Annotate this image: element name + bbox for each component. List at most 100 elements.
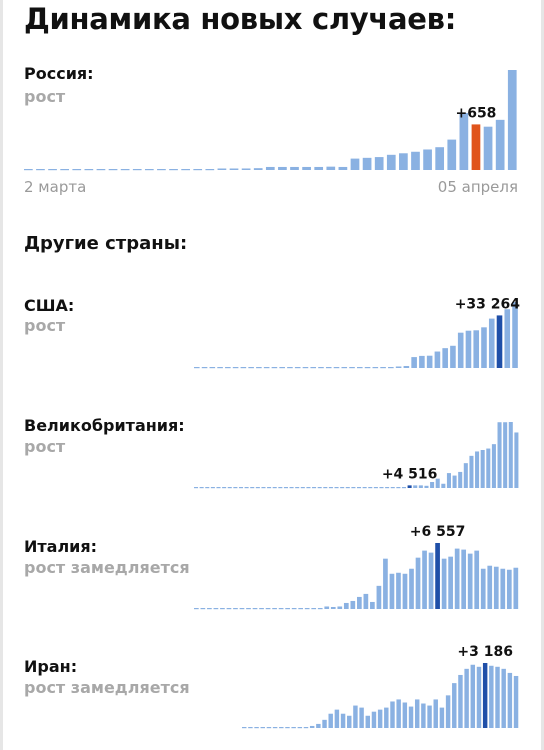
country-label-iran: Иран: xyxy=(24,657,78,676)
bar-iran xyxy=(421,703,426,728)
right-edge xyxy=(541,0,544,750)
annotation-russia: +658 xyxy=(455,105,496,121)
bar-uk xyxy=(413,485,418,488)
baseline-segment-uk xyxy=(210,487,215,489)
baseline-segment-uk xyxy=(357,487,362,489)
baseline-segment-uk xyxy=(227,487,232,489)
bar-usa xyxy=(512,302,518,368)
baseline-segment-uk xyxy=(379,487,384,489)
baseline-segment-usa xyxy=(357,367,363,369)
baseline-segment-usa xyxy=(310,367,317,369)
baseline-segment-italy xyxy=(246,608,251,610)
baseline-segment-uk xyxy=(385,487,390,489)
baseline-segment-usa xyxy=(325,367,332,369)
chart-italy: +6 557 xyxy=(194,524,519,610)
bar-iran xyxy=(513,675,519,728)
bar-italy xyxy=(513,567,519,609)
baseline-segment-russia xyxy=(60,169,70,171)
bar-usa xyxy=(442,348,448,368)
baseline-segment-uk xyxy=(255,487,260,489)
baseline-segment-iran xyxy=(266,727,272,729)
bar-iran xyxy=(396,699,401,728)
baseline-segment-uk xyxy=(278,487,283,489)
baseline-segment-usa xyxy=(287,367,293,369)
bar-uk xyxy=(491,444,496,488)
bar-italy xyxy=(396,572,401,609)
baseline-segment-usa xyxy=(294,367,301,369)
bar-uk xyxy=(503,422,508,488)
bar-russia xyxy=(507,70,517,170)
chart-usa: +33 264 xyxy=(194,296,521,369)
baseline-segment-uk xyxy=(194,487,199,489)
bar-russia xyxy=(447,139,457,170)
baseline-segment-usa xyxy=(225,367,231,369)
baseline-segment-russia xyxy=(24,169,33,171)
bar-russia xyxy=(495,119,505,170)
baseline-segment-russia xyxy=(120,169,130,171)
baseline-segment-uk xyxy=(368,487,373,489)
bar-iran xyxy=(495,666,500,728)
bar-uk xyxy=(480,450,485,488)
baseline-segment-usa xyxy=(318,367,324,369)
bar-iran xyxy=(309,725,315,728)
baseline-segment-uk xyxy=(289,487,294,489)
baseline-segment-uk xyxy=(390,487,395,489)
bar-italy xyxy=(330,606,336,609)
trend-label-usa: рост xyxy=(24,316,66,335)
bar-iran xyxy=(359,707,364,728)
highlight-bar-italy xyxy=(435,543,440,609)
bar-italy xyxy=(493,566,499,609)
baseline-segment-italy xyxy=(226,608,232,610)
baseline-segment-uk xyxy=(345,487,350,489)
baseline-segment-uk xyxy=(295,487,300,489)
bar-iran xyxy=(390,701,395,728)
bar-italy xyxy=(461,549,467,609)
bar-iran xyxy=(408,706,414,728)
bar-iran xyxy=(322,719,327,728)
baseline-segment-usa xyxy=(364,367,371,369)
bar-usa xyxy=(450,345,456,368)
baseline-segment-iran xyxy=(242,727,247,729)
bar-iran xyxy=(328,713,333,728)
bar-italy xyxy=(376,585,382,609)
baseline-segment-usa xyxy=(232,367,239,369)
bar-uk xyxy=(514,432,519,488)
bar-iran xyxy=(445,695,451,728)
baseline-segment-usa xyxy=(302,367,309,369)
baseline-segment-uk xyxy=(199,487,204,489)
bar-usa xyxy=(426,355,433,368)
baseline-segment-usa xyxy=(333,367,340,369)
bar-iran xyxy=(334,709,340,728)
baseline-segment-iran xyxy=(285,727,290,729)
baseline-segment-usa xyxy=(256,367,262,369)
baseline-segment-iran xyxy=(248,727,253,729)
annotation-usa: +33 264 xyxy=(455,296,521,312)
bar-uk xyxy=(469,455,474,488)
baseline-segment-italy xyxy=(220,608,225,610)
bar-italy xyxy=(370,601,375,609)
baseline-segment-usa xyxy=(201,367,208,369)
baseline-segment-italy xyxy=(259,608,264,610)
bar-iran xyxy=(347,715,352,728)
baseline-segment-italy xyxy=(278,608,284,610)
bar-usa xyxy=(488,318,495,368)
highlight-bar-uk xyxy=(407,485,412,488)
baseline-segment-italy xyxy=(200,608,206,610)
baseline-segment-italy xyxy=(291,608,297,610)
bar-iran xyxy=(414,699,420,728)
baseline-segment-italy xyxy=(311,608,317,610)
baseline-segment-uk xyxy=(244,487,249,489)
bar-iran xyxy=(402,702,408,728)
baseline-segment-uk xyxy=(401,487,407,489)
baseline-segment-italy xyxy=(233,608,238,610)
trend-label-italy: рост замедляется xyxy=(24,558,190,577)
bar-russia xyxy=(435,147,445,170)
baseline-segment-uk xyxy=(250,487,255,489)
bar-iran xyxy=(464,668,469,728)
baseline-segment-italy xyxy=(265,608,271,610)
bar-italy xyxy=(487,565,493,609)
highlight-bar-iran xyxy=(482,663,488,728)
bar-italy xyxy=(441,558,447,609)
bar-italy xyxy=(389,573,395,609)
bar-iran xyxy=(476,666,482,728)
